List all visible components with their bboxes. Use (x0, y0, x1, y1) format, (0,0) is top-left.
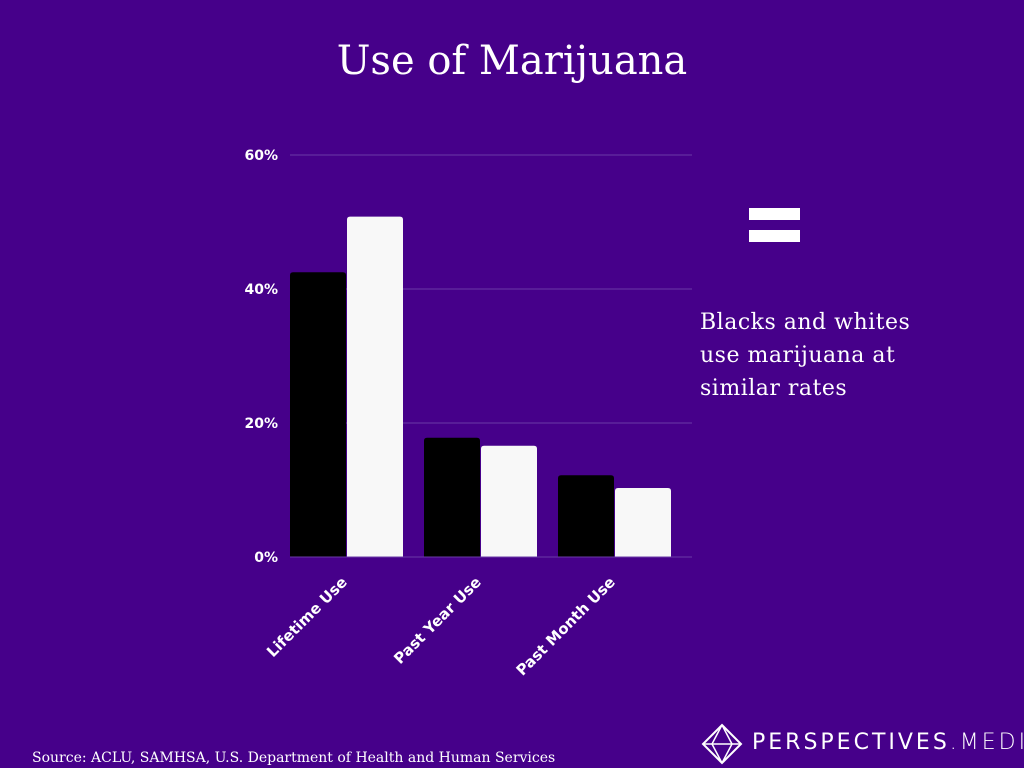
chart-title: Use of Marijuana (336, 38, 688, 84)
brand-logo: PERSPECTIVES.MEDIA (700, 722, 1024, 766)
y-tick-label: 60% (244, 148, 278, 164)
bar-white-1 (481, 445, 537, 557)
source-note: Source: ACLU, SAMHSA, U.S. Department of… (32, 750, 556, 766)
equal-sign-top-bar (749, 208, 800, 220)
equal-sign-icon (749, 208, 800, 242)
brand-name: PERSPECTIVES.MEDIA (752, 730, 1024, 755)
x-tick-label: Lifetime Use (263, 573, 351, 661)
brand-name-suffix: .MEDIA (949, 730, 1024, 755)
annotation-text: Blacks and whites use marijuana at simil… (700, 310, 911, 401)
y-tick-label: 0% (254, 550, 278, 566)
y-tick-label: 40% (244, 282, 278, 298)
x-tick-label: Past Month Use (513, 573, 619, 679)
brand-name-main: PERSPECTIVES (752, 730, 950, 755)
y-tick-label: 20% (244, 416, 278, 432)
bar-white-2 (615, 487, 671, 557)
x-tick-label: Past Year Use (390, 573, 485, 668)
equal-sign-bottom-bar (749, 230, 800, 242)
diamond-logo-icon (701, 723, 743, 765)
bar-black-2 (558, 475, 614, 557)
bar-black-0 (290, 272, 346, 557)
bar-white-0 (347, 216, 403, 557)
bar-black-1 (424, 437, 480, 557)
